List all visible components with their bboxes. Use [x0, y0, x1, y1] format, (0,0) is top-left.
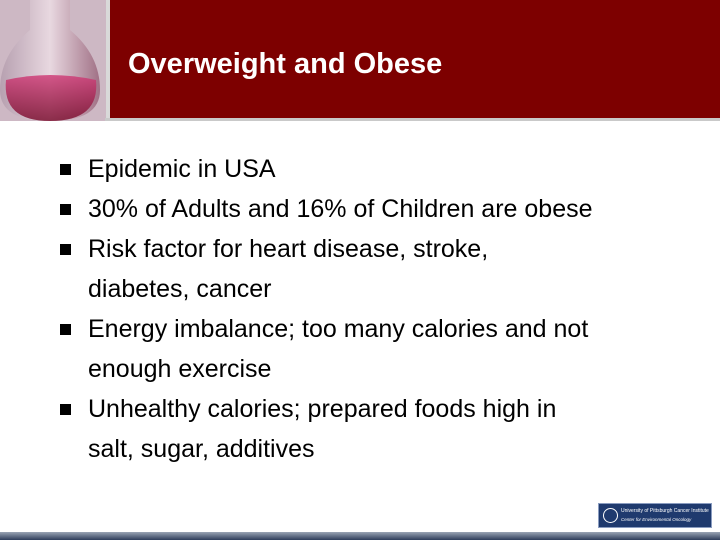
slide-title: Overweight and Obese	[128, 48, 443, 80]
bullet-marker	[60, 324, 71, 335]
bullet-text: salt, sugar, additives	[88, 435, 315, 463]
bullet-text: Epidemic in USA	[88, 155, 276, 183]
bullet-text: Unhealthy calories; prepared foods high …	[88, 395, 557, 423]
logo-subtext: Center for Environmental Oncology	[621, 517, 692, 522]
flask-image	[0, 0, 110, 121]
bullet-item: Epidemic in USA	[0, 149, 720, 189]
footer-band	[0, 532, 720, 540]
header-rule	[105, 118, 720, 121]
bullet-text: 30% of Adults and 16% of Children are ob…	[88, 195, 593, 223]
bullet-text: Energy imbalance; too many calories and …	[88, 315, 589, 343]
logo-seal	[603, 508, 618, 523]
bullet-marker	[60, 204, 71, 215]
bullet-item: Unhealthy calories; prepared foods high …	[0, 389, 720, 469]
header-band	[0, 0, 720, 118]
bullet-marker	[60, 404, 71, 415]
bullet-item: 30% of Adults and 16% of Children are ob…	[0, 189, 720, 229]
logo-text: University of Pittsburgh Cancer Institut…	[621, 508, 709, 514]
bullet-item: Energy imbalance; too many calories and …	[0, 309, 720, 389]
bullet-list: Epidemic in USA 30% of Adults and 16% of …	[0, 149, 720, 469]
bullet-marker	[60, 244, 71, 255]
bullet-text: Risk factor for heart disease, stroke,	[88, 235, 489, 263]
bullet-item: Risk factor for heart disease, stroke, di…	[0, 229, 720, 309]
logo: University of Pittsburgh Cancer Institut…	[598, 503, 712, 528]
bullet-text: enough exercise	[88, 355, 272, 383]
bullet-text: diabetes, cancer	[88, 275, 272, 303]
bullet-marker	[60, 164, 71, 175]
